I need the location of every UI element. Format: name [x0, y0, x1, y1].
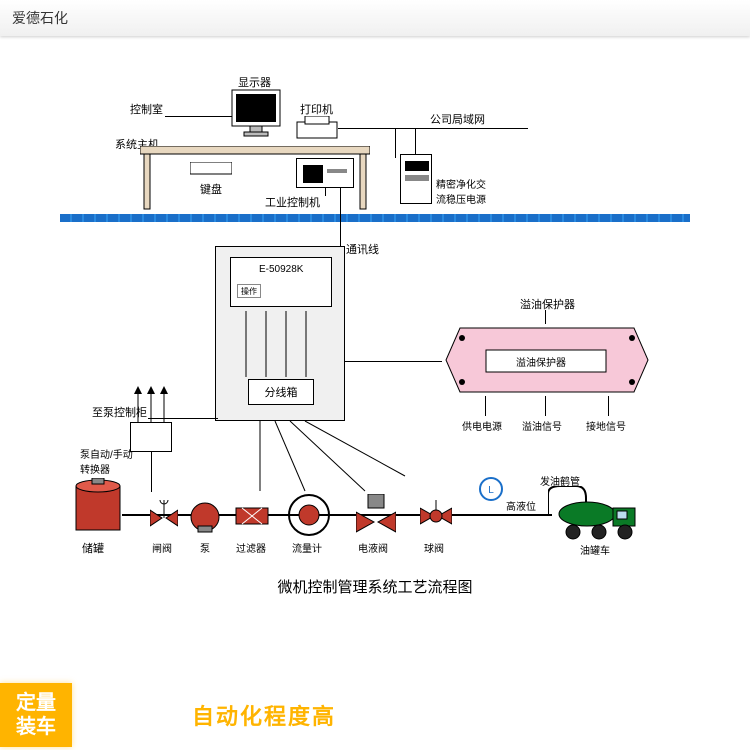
tanker-label: 油罐车 — [580, 542, 610, 557]
tank-label: 储罐 — [82, 540, 104, 556]
ups-icon — [400, 154, 432, 204]
gatevalve-icon — [150, 500, 178, 535]
power-label: 精密净化交 流稳压电源 — [436, 176, 486, 206]
separator-bar — [60, 214, 690, 222]
lan-label: 公司局域网 — [430, 111, 485, 127]
op-button[interactable]: 操作 — [237, 284, 261, 298]
header-bar: 爱德石化 — [0, 0, 750, 36]
gatevalve-label: 闸阀 — [152, 540, 172, 555]
pipe-line — [122, 514, 552, 516]
controller-screen: E-50928K 操作 — [230, 257, 332, 307]
monitor-label: 显示器 — [238, 74, 271, 90]
tag-line1: 定量 — [16, 691, 56, 715]
diagram-caption: 微机控制管理系统工艺流程图 — [0, 576, 750, 597]
ipc-icon — [296, 158, 354, 188]
controller-model-label: E-50928K — [259, 264, 303, 275]
ballvalve-icon — [420, 500, 452, 535]
pump-icon — [188, 500, 222, 539]
category-tag: 定量 装车 — [0, 683, 72, 747]
commline-label: 通讯线 — [346, 241, 379, 257]
ballvalve-label: 球阀 — [424, 540, 444, 555]
tag-line2: 装车 — [16, 715, 56, 739]
overflow-box: 溢油保护器 — [442, 324, 652, 396]
tank-icon — [70, 478, 126, 543]
ovf-d2 — [545, 396, 546, 416]
lan-drop1 — [395, 128, 396, 158]
overflow-label: 溢油保护器 — [520, 296, 575, 312]
level-icon: L — [478, 476, 504, 507]
ovf-signal-label: 溢油信号 — [522, 418, 562, 433]
filter-label: 过滤器 — [236, 540, 266, 555]
flowmeter-icon — [286, 492, 332, 543]
keyboard-label: 键盘 — [200, 181, 222, 197]
bottom-band: 定量 装车 自动化程度高 — [0, 680, 750, 750]
overflow-box-label: 溢油保护器 — [516, 354, 566, 369]
monitor-icon — [230, 88, 282, 145]
ovf-d3 — [608, 396, 609, 416]
lan-line — [338, 128, 528, 129]
svg-text:L: L — [488, 485, 494, 496]
switch-down — [151, 452, 152, 492]
filter-icon — [232, 502, 272, 535]
pump-label: 泵 — [200, 540, 210, 555]
controller-box: E-50928K 操作 分线箱 — [215, 246, 345, 421]
switch-arrows-icon — [130, 386, 172, 422]
keyboard-icon — [190, 162, 232, 183]
ovf-label-line — [545, 310, 546, 324]
brand-title: 爱德石化 — [12, 8, 68, 28]
slogan-text: 自动化程度高 — [192, 699, 336, 731]
level-label: 高液位 — [506, 498, 536, 513]
evalve-icon — [356, 494, 396, 539]
printer-label: 打印机 — [300, 101, 333, 117]
diagram-area: 控制室 系统主机 显示器 打印机 键盘 工业控制机 — [0, 46, 750, 666]
switch-box — [130, 422, 172, 452]
flowmeter-label: 流量计 — [292, 540, 322, 555]
psu-label: 供电电源 — [462, 418, 502, 433]
ctrl-to-ovf — [345, 361, 442, 362]
gnd-label: 接地信号 — [586, 418, 626, 433]
switch-label: 泵自动/手动 转换器 — [80, 446, 133, 476]
ovf-d1 — [485, 396, 486, 416]
controller-wires-icon — [216, 307, 346, 387]
junction-box: 分线箱 — [248, 379, 314, 405]
ipc-label: 工业控制机 — [265, 194, 320, 210]
tanker-icon — [555, 498, 645, 547]
printer-icon — [295, 116, 339, 147]
evalve-label: 电液阀 — [358, 540, 388, 555]
control-room-label: 控制室 — [130, 101, 163, 117]
ipc-to-desk — [325, 188, 326, 196]
